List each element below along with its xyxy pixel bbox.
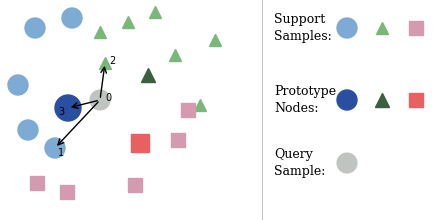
Circle shape bbox=[45, 138, 65, 158]
Bar bbox=[171, 133, 185, 147]
Text: 1: 1 bbox=[58, 148, 64, 158]
Circle shape bbox=[8, 75, 28, 95]
Text: 0: 0 bbox=[105, 93, 111, 103]
Text: Query
Sample:: Query Sample: bbox=[274, 148, 326, 178]
Text: Support
Samples:: Support Samples: bbox=[274, 13, 332, 43]
Circle shape bbox=[55, 95, 81, 121]
Bar bbox=[131, 134, 149, 152]
Circle shape bbox=[337, 153, 357, 173]
Text: 2: 2 bbox=[109, 56, 115, 66]
Bar bbox=[60, 185, 74, 199]
Bar bbox=[409, 21, 423, 35]
Bar bbox=[128, 178, 142, 192]
Bar bbox=[181, 103, 195, 117]
Circle shape bbox=[337, 18, 357, 38]
Text: Prototype
Nodes:: Prototype Nodes: bbox=[274, 85, 336, 115]
Bar bbox=[409, 93, 423, 107]
Circle shape bbox=[18, 120, 38, 140]
Circle shape bbox=[90, 90, 110, 110]
Circle shape bbox=[25, 18, 45, 38]
Bar bbox=[30, 176, 44, 190]
Circle shape bbox=[62, 8, 82, 28]
Text: 3: 3 bbox=[58, 107, 64, 117]
Circle shape bbox=[337, 90, 357, 110]
